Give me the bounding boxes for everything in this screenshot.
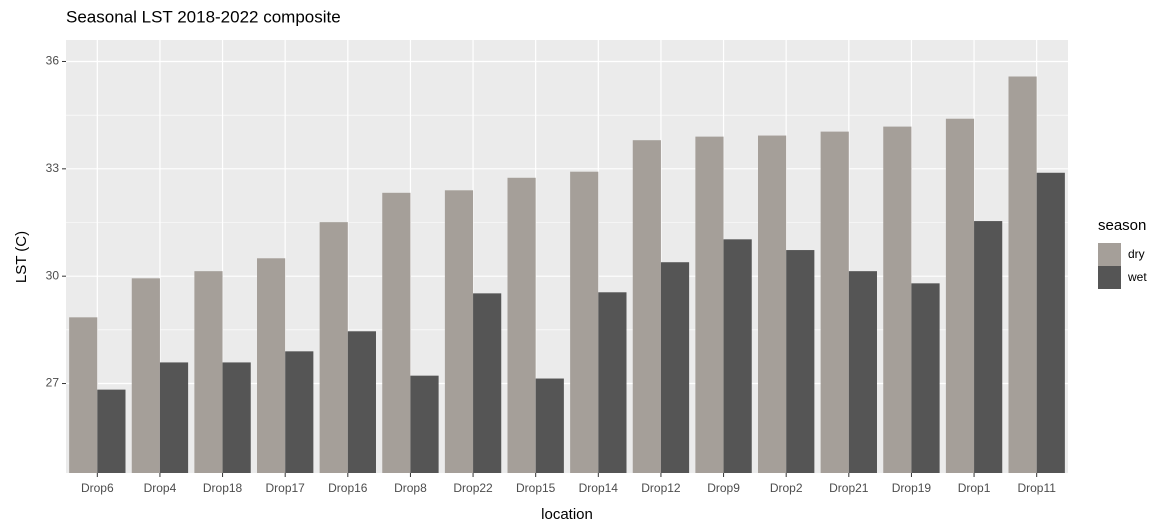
bar [444,190,474,473]
bar [598,292,627,473]
x-tick-label: Drop21 [829,481,869,495]
y-tick-label: 27 [46,376,60,390]
legend-key [1098,243,1121,266]
bar [758,135,787,474]
bar [97,389,126,473]
bar [222,362,251,473]
y-tick-label: 33 [46,161,60,175]
x-tick-label: Drop18 [203,481,243,495]
bar [382,192,411,473]
x-tick-label: Drop15 [516,481,556,495]
bar [945,118,975,474]
x-tick-label: Drop9 [707,481,740,495]
chart-title: Seasonal LST 2018-2022 composite [66,7,341,26]
bar [883,126,912,473]
bar [695,136,724,474]
x-tick-label: Drop16 [328,481,368,495]
bar [723,239,752,473]
y-tick-label: 36 [46,54,60,68]
bar [194,271,223,473]
bar [911,283,940,473]
bar [535,378,564,473]
bar [69,317,98,473]
x-tick-label: Drop12 [641,481,681,495]
bar [131,278,160,473]
bar [507,177,536,474]
bar [257,258,286,473]
x-axis-label: location [541,506,593,523]
bar [1036,172,1065,473]
legend-label: wet [1127,270,1147,284]
bar [319,222,348,473]
bar [974,221,1003,473]
x-tick-label: Drop22 [453,481,493,495]
bar [1008,76,1037,473]
bar [632,140,661,473]
bar [347,331,376,473]
x-tick-label: Drop4 [144,481,177,495]
bar [410,375,439,473]
x-tick-label: Drop6 [81,481,114,495]
bar [285,351,314,473]
bar [159,362,189,473]
x-tick-label: Drop19 [892,481,932,495]
bar [786,250,815,473]
y-tick-label: 30 [46,268,60,282]
legend-title: season [1098,217,1146,234]
x-tick-label: Drop8 [394,481,427,495]
bar [820,131,849,473]
legend-label: dry [1128,247,1145,261]
bar [473,293,502,473]
x-tick-label: Drop14 [579,481,619,495]
x-tick-label: Drop1 [958,481,991,495]
bar [660,262,690,473]
bar [848,271,877,473]
x-tick-label: Drop11 [1017,481,1056,495]
x-tick-label: Drop2 [770,481,803,495]
y-axis-label: LST (C) [13,231,30,283]
x-tick-label: Drop17 [266,481,306,495]
legend-key [1098,266,1121,289]
bar [570,171,599,473]
